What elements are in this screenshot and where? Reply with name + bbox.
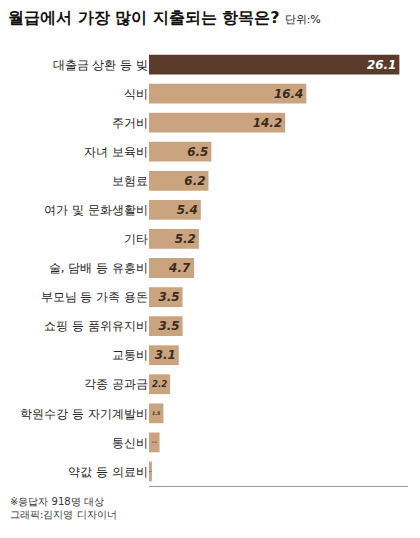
svg-text:1.1: 1.1 (152, 441, 157, 444)
svg-text:3.5: 3.5 (158, 319, 179, 333)
svg-text:쇼핑 등 품위유지비: 쇼핑 등 품위유지비 (44, 319, 148, 333)
svg-text:2.2: 2.2 (152, 379, 167, 389)
svg-text:약값 등 의료비: 약값 등 의료비 (68, 465, 148, 479)
svg-text:0.3: 0.3 (149, 470, 153, 473)
svg-text:주거비: 주거비 (112, 116, 148, 130)
svg-text:술, 담배 등 유흥비: 술, 담배 등 유흥비 (49, 261, 148, 275)
svg-text:자녀 보육비: 자녀 보육비 (84, 145, 148, 159)
svg-text:5.2: 5.2 (175, 232, 196, 246)
svg-text:각종 공과금: 각종 공과금 (84, 377, 148, 391)
svg-text:14.2: 14.2 (253, 116, 282, 130)
svg-text:학원수강 등 자기계발비: 학원수강 등 자기계발비 (20, 407, 148, 421)
svg-text:통신비: 통신비 (112, 436, 148, 450)
svg-text:보험료: 보험료 (112, 174, 148, 188)
svg-text:※응답자 918명 대상그래픽:김지영 디자이너: ※응답자 918명 대상그래픽:김지영 디자이너 (10, 496, 117, 520)
svg-text:3.1: 3.1 (155, 348, 176, 362)
svg-text:식비: 식비 (124, 87, 148, 101)
svg-text:대출금 상환 등 빚: 대출금 상환 등 빚 (53, 58, 148, 72)
svg-text:기타: 기타 (124, 232, 148, 246)
svg-text:교통비: 교통비 (112, 348, 148, 362)
svg-text:5.4: 5.4 (177, 203, 198, 217)
svg-text:4.7: 4.7 (168, 261, 191, 275)
svg-text:3.5: 3.5 (158, 290, 179, 304)
svg-text:6.5: 6.5 (187, 145, 208, 159)
svg-text:26.1: 26.1 (367, 58, 396, 72)
svg-text:6.2: 6.2 (184, 174, 205, 188)
svg-text:1.5: 1.5 (152, 411, 161, 416)
svg-text:여가 및 문화생활비: 여가 및 문화생활비 (44, 203, 148, 217)
svg-text:16.4: 16.4 (274, 87, 303, 101)
svg-text:부모님 등 가족 용돈: 부모님 등 가족 용돈 (41, 290, 148, 304)
svg-text:월급에서 가장 많이 지출되는 항목은? 단위:%: 월급에서 가장 많이 지출되는 항목은? 단위:% (8, 8, 321, 27)
